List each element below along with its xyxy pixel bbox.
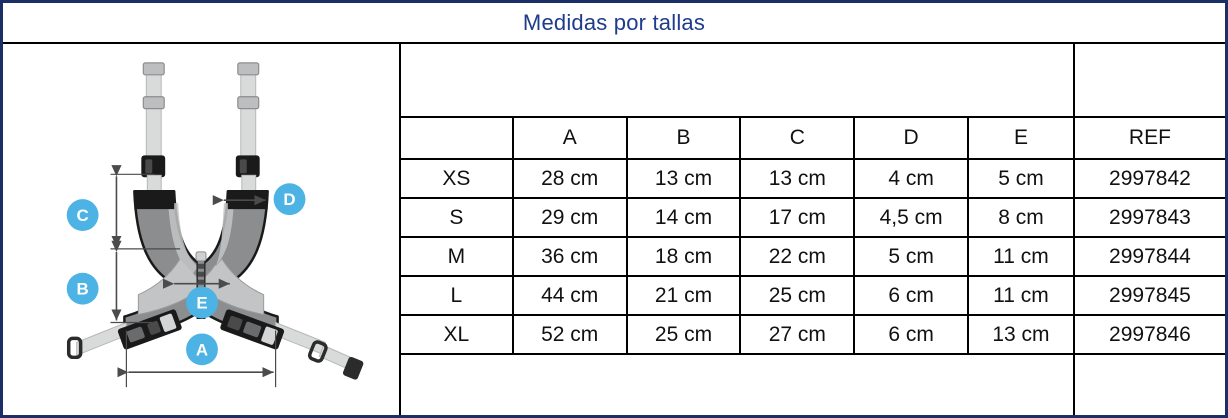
cell-c: 13 cm bbox=[739, 158, 856, 199]
chart-body: C B D E A bbox=[3, 42, 1225, 415]
cell-d: 4 cm bbox=[853, 158, 970, 199]
cell-b: 25 cm bbox=[625, 314, 742, 355]
bottom-spacer-cell bbox=[401, 353, 1075, 415]
header-size-blank bbox=[401, 116, 514, 160]
top-spacer-ref-cell bbox=[1072, 44, 1225, 118]
left-waist-strap bbox=[66, 309, 182, 360]
dimension-c bbox=[110, 165, 181, 250]
svg-text:B: B bbox=[77, 280, 89, 299]
header-c: C bbox=[739, 116, 856, 160]
header-e: E bbox=[967, 116, 1075, 160]
badge-c: C bbox=[66, 199, 99, 231]
cell-b: 13 cm bbox=[625, 158, 742, 199]
cell-b: 14 cm bbox=[625, 197, 742, 238]
left-shoulder-strap bbox=[141, 62, 166, 192]
cell-d: 6 cm bbox=[853, 314, 970, 355]
cell-c: 25 cm bbox=[739, 275, 856, 316]
dimension-a bbox=[117, 330, 277, 388]
badge-b: B bbox=[66, 272, 99, 305]
harness-image-cell: C B D E A bbox=[3, 44, 401, 415]
table-row-top-spacer bbox=[401, 44, 1225, 118]
chart-title-bar: Medidas por tallas bbox=[3, 3, 1225, 42]
cell-size: XL bbox=[401, 314, 514, 355]
header-d: D bbox=[853, 116, 970, 160]
cell-a: 44 cm bbox=[511, 275, 628, 316]
svg-text:D: D bbox=[283, 190, 295, 209]
cell-size: M bbox=[401, 236, 514, 277]
cell-a: 52 cm bbox=[511, 314, 628, 355]
cell-size: S bbox=[401, 197, 514, 238]
right-waist-strap bbox=[220, 309, 364, 380]
cell-e: 5 cm bbox=[967, 158, 1075, 199]
cell-size: L bbox=[401, 275, 514, 316]
badge-e: E bbox=[186, 286, 218, 319]
cell-ref: 2997843 bbox=[1072, 197, 1225, 238]
cell-ref: 2997842 bbox=[1072, 158, 1225, 199]
bottom-spacer-ref-cell bbox=[1072, 353, 1225, 415]
cell-e: 8 cm bbox=[967, 197, 1075, 238]
cell-b: 21 cm bbox=[625, 275, 742, 316]
cell-e: 11 cm bbox=[967, 275, 1075, 316]
cell-ref: 2997846 bbox=[1072, 314, 1225, 355]
svg-text:C: C bbox=[77, 206, 89, 225]
cell-d: 4,5 cm bbox=[853, 197, 970, 238]
table-row: L 44 cm 21 cm 25 cm 6 cm 11 cm 2997845 bbox=[401, 275, 1225, 316]
table-header-row: A B C D E REF bbox=[401, 116, 1225, 160]
cell-c: 17 cm bbox=[739, 197, 856, 238]
cell-a: 36 cm bbox=[511, 236, 628, 277]
cell-a: 28 cm bbox=[511, 158, 628, 199]
dimension-b bbox=[110, 240, 153, 324]
header-b: B bbox=[625, 116, 742, 160]
right-shoulder-strap bbox=[235, 62, 260, 192]
cell-b: 18 cm bbox=[625, 236, 742, 277]
header-ref: REF bbox=[1072, 116, 1225, 160]
cell-e: 13 cm bbox=[967, 314, 1075, 355]
header-a: A bbox=[511, 116, 628, 160]
cell-ref: 2997845 bbox=[1072, 275, 1225, 316]
badge-a: A bbox=[186, 333, 218, 366]
size-measurements-table: A B C D E REF XS 28 cm 13 cm 13 cm 4 cm … bbox=[401, 44, 1225, 415]
svg-text:A: A bbox=[196, 340, 208, 359]
cell-e: 11 cm bbox=[967, 236, 1075, 277]
svg-text:E: E bbox=[196, 294, 207, 313]
table-row: XL 52 cm 25 cm 27 cm 6 cm 13 cm 2997846 bbox=[401, 314, 1225, 355]
cell-c: 27 cm bbox=[739, 314, 856, 355]
cell-d: 5 cm bbox=[853, 236, 970, 277]
cell-c: 22 cm bbox=[739, 236, 856, 277]
top-spacer-cell bbox=[401, 44, 1075, 118]
table-row: XS 28 cm 13 cm 13 cm 4 cm 5 cm 2997842 bbox=[401, 158, 1225, 199]
table-row: M 36 cm 18 cm 22 cm 5 cm 11 cm 2997844 bbox=[401, 236, 1225, 277]
cell-ref: 2997844 bbox=[1072, 236, 1225, 277]
harness-svg: C B D E A bbox=[66, 62, 364, 388]
badge-d: D bbox=[273, 183, 306, 216]
measurements-table-cell: A B C D E REF XS 28 cm 13 cm 13 cm 4 cm … bbox=[401, 44, 1225, 415]
cell-a: 29 cm bbox=[511, 197, 628, 238]
table-row-bottom-spacer bbox=[401, 353, 1225, 415]
cell-size: XS bbox=[401, 158, 514, 199]
cell-d: 6 cm bbox=[853, 275, 970, 316]
page-title: Medidas por tallas bbox=[522, 9, 706, 35]
table-row: S 29 cm 14 cm 17 cm 4,5 cm 8 cm 2997843 bbox=[401, 197, 1225, 238]
harness-illustration: C B D E A bbox=[3, 44, 399, 415]
